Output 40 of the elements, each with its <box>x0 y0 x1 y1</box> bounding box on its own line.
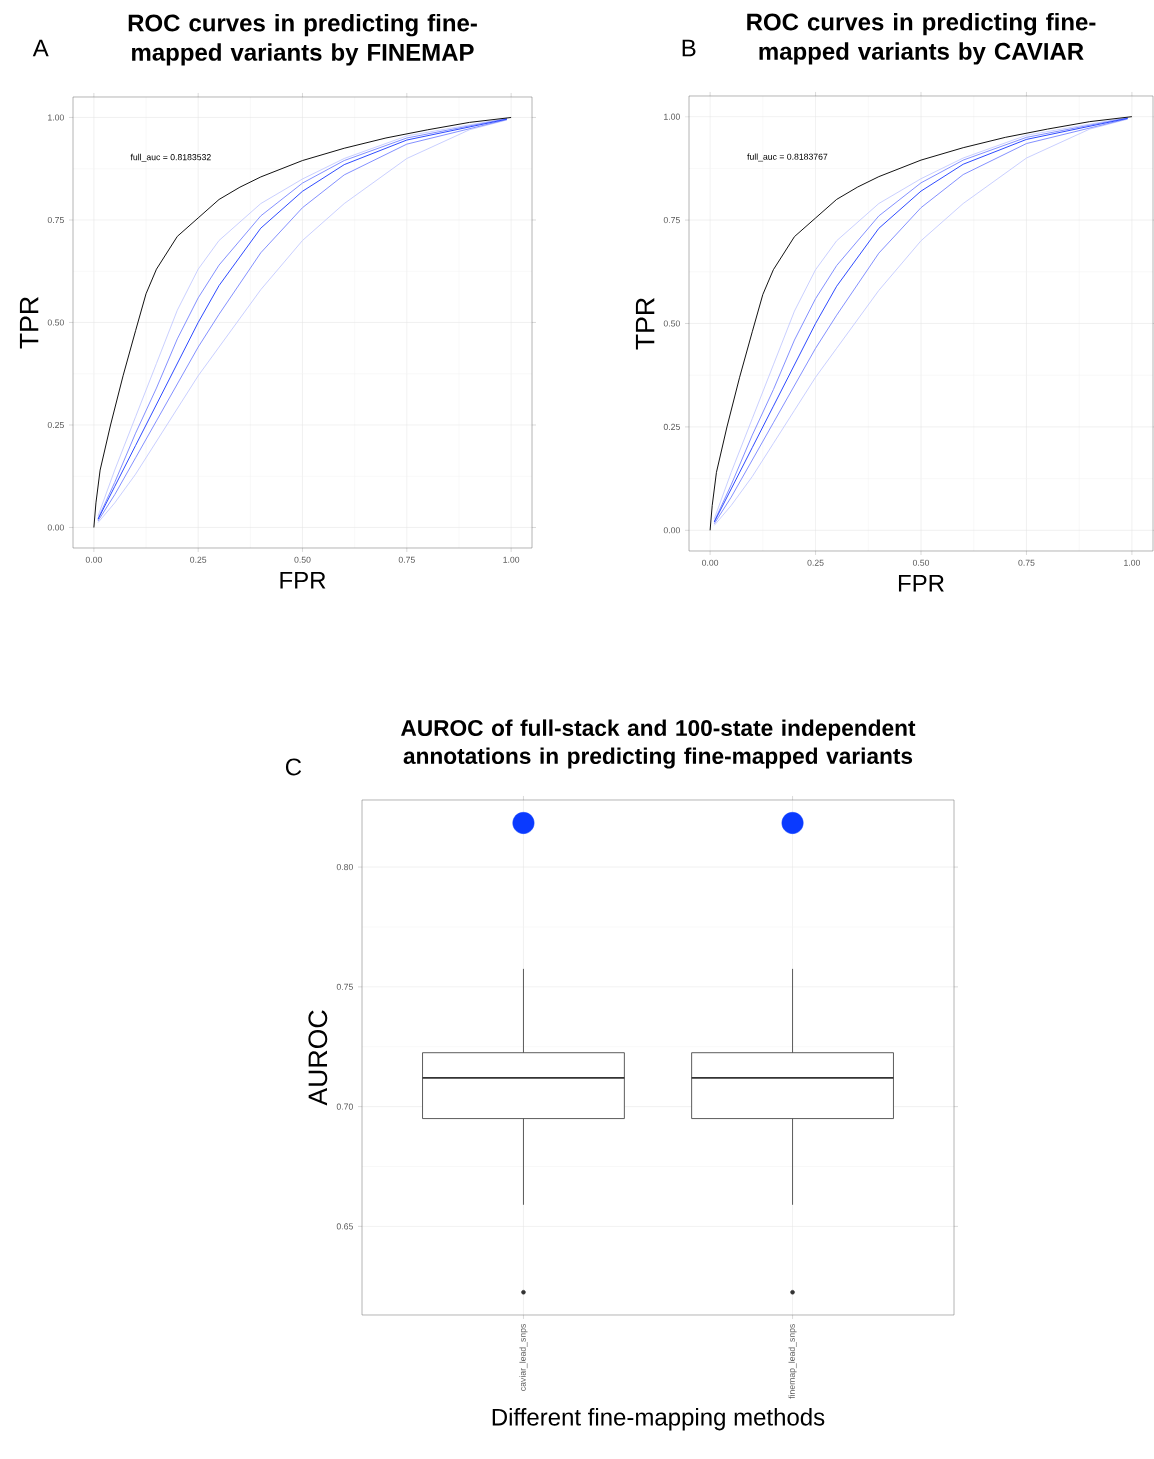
y-tick-label: 0.00 <box>47 524 64 531</box>
y-tick-label: 0.50 <box>47 319 64 326</box>
y-tick-label: 0.70 <box>336 1103 353 1110</box>
x-tick-label: 0.75 <box>398 556 415 563</box>
x-axis-title: FPR <box>280 571 326 589</box>
y-tick-label: 1.00 <box>48 114 64 121</box>
x-tick-label: finemap_lead_snps <box>788 1324 797 1399</box>
x-tick-label: 0.50 <box>294 556 311 563</box>
x-tick-label: 0.00 <box>85 556 102 563</box>
chart-title: ROC curves in predicting fine-mapped variants by CAVIAR <box>747 12 1096 65</box>
chart-title: AUROC of full-stack and 100-state independent annotations in predicting fine-mapped variants <box>401 719 916 769</box>
y-tick-label: 0.65 <box>336 1223 353 1230</box>
x-axis-title: FPR <box>898 574 944 592</box>
y-tick-label: 0.75 <box>336 983 353 990</box>
y-tick-label: 0.00 <box>663 527 680 534</box>
x-tick-label: 1.00 <box>503 556 520 563</box>
y-tick-label: 0.75 <box>663 217 680 224</box>
x-tick-label: caviar_lead_snps <box>519 1324 528 1391</box>
y-tick-label: 0.25 <box>47 421 64 429</box>
text: A <box>32 39 49 57</box>
y-tick-label: 0.75 <box>47 216 64 224</box>
x-tick-label: 1.00 <box>1124 559 1141 566</box>
y-tick-label: 0.25 <box>663 423 680 430</box>
y-axis-title: TPR <box>635 298 655 350</box>
annotation: full_auc = 0.8183767 <box>747 153 828 162</box>
annotation: full_auc = 0.8183532 <box>130 153 211 162</box>
y-tick-label: 0.80 <box>336 864 353 871</box>
x-tick-label: 0.25 <box>807 559 824 566</box>
y-axis-title: TPR <box>19 297 39 349</box>
text: B <box>682 39 696 57</box>
x-tick-label: 0.00 <box>702 559 719 566</box>
x-tick-label: 0.75 <box>1018 559 1035 566</box>
x-tick-label: 0.50 <box>912 559 930 566</box>
y-axis-title: AUROC <box>308 1010 328 1106</box>
y-tick-label: 1.00 <box>664 113 680 120</box>
text: C <box>285 758 302 776</box>
x-axis-title: Different fine-mapping methods <box>492 1408 825 1431</box>
chart-title: ROC curves in predicting fine-mapped variants by FINEMAP <box>128 13 477 66</box>
x-tick-label: 0.25 <box>190 556 207 563</box>
y-tick-label: 0.50 <box>663 320 680 327</box>
